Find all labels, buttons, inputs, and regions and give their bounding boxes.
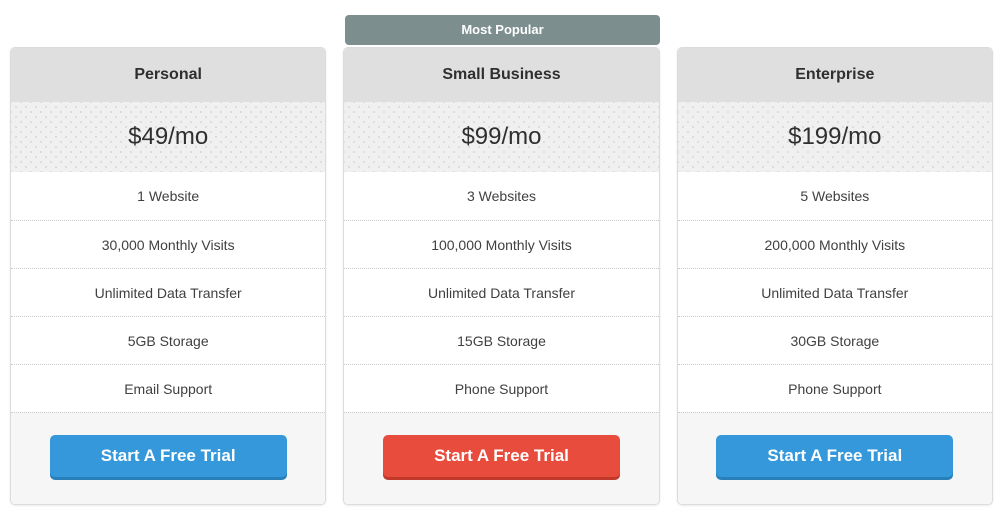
- plan-feature: 3 Websites: [344, 172, 659, 220]
- plan-price: $99/mo: [344, 102, 659, 172]
- plan-feature: 1 Website: [11, 172, 326, 220]
- plan-feature: 5GB Storage: [11, 316, 326, 364]
- pricing-card-personal: Personal $49/mo 1 Website 30,000 Monthly…: [10, 47, 327, 505]
- plan-price: $199/mo: [677, 102, 992, 172]
- start-free-trial-button-personal[interactable]: Start A Free Trial: [49, 434, 287, 477]
- plan-name: Personal: [11, 48, 326, 102]
- plan-feature: 200,000 Monthly Visits: [677, 220, 992, 268]
- plan-feature: Unlimited Data Transfer: [344, 268, 659, 316]
- plan-feature: Unlimited Data Transfer: [11, 268, 326, 316]
- plan-feature: Unlimited Data Transfer: [677, 268, 992, 316]
- plan-feature: Phone Support: [677, 364, 992, 412]
- plan-features: 5 Websites 200,000 Monthly Visits Unlimi…: [677, 172, 992, 412]
- plan-feature: 100,000 Monthly Visits: [344, 220, 659, 268]
- start-free-trial-button-small-business[interactable]: Start A Free Trial: [382, 434, 620, 477]
- plan-feature: 30GB Storage: [677, 316, 992, 364]
- most-popular-badge: Most Popular: [345, 15, 660, 45]
- plan-name: Enterprise: [677, 48, 992, 102]
- plan-features: 1 Website 30,000 Monthly Visits Unlimite…: [11, 172, 326, 412]
- pricing-card-enterprise: Enterprise $199/mo 5 Websites 200,000 Mo…: [676, 47, 993, 505]
- plan-name: Small Business: [344, 48, 659, 102]
- pricing-card-small-business: Small Business $99/mo 3 Websites 100,000…: [343, 47, 660, 505]
- plan-features: 3 Websites 100,000 Monthly Visits Unlimi…: [344, 172, 659, 412]
- plan-footer: Start A Free Trial: [677, 412, 992, 504]
- plan-feature: Email Support: [11, 364, 326, 412]
- plan-feature: Phone Support: [344, 364, 659, 412]
- plan-feature: 5 Websites: [677, 172, 992, 220]
- plan-feature: 15GB Storage: [344, 316, 659, 364]
- plan-feature: 30,000 Monthly Visits: [11, 220, 326, 268]
- plan-footer: Start A Free Trial: [11, 412, 326, 504]
- pricing-cards: Personal $49/mo 1 Website 30,000 Monthly…: [10, 47, 993, 505]
- plan-price: $49/mo: [11, 102, 326, 172]
- start-free-trial-button-enterprise[interactable]: Start A Free Trial: [716, 434, 954, 477]
- plan-footer: Start A Free Trial: [344, 412, 659, 504]
